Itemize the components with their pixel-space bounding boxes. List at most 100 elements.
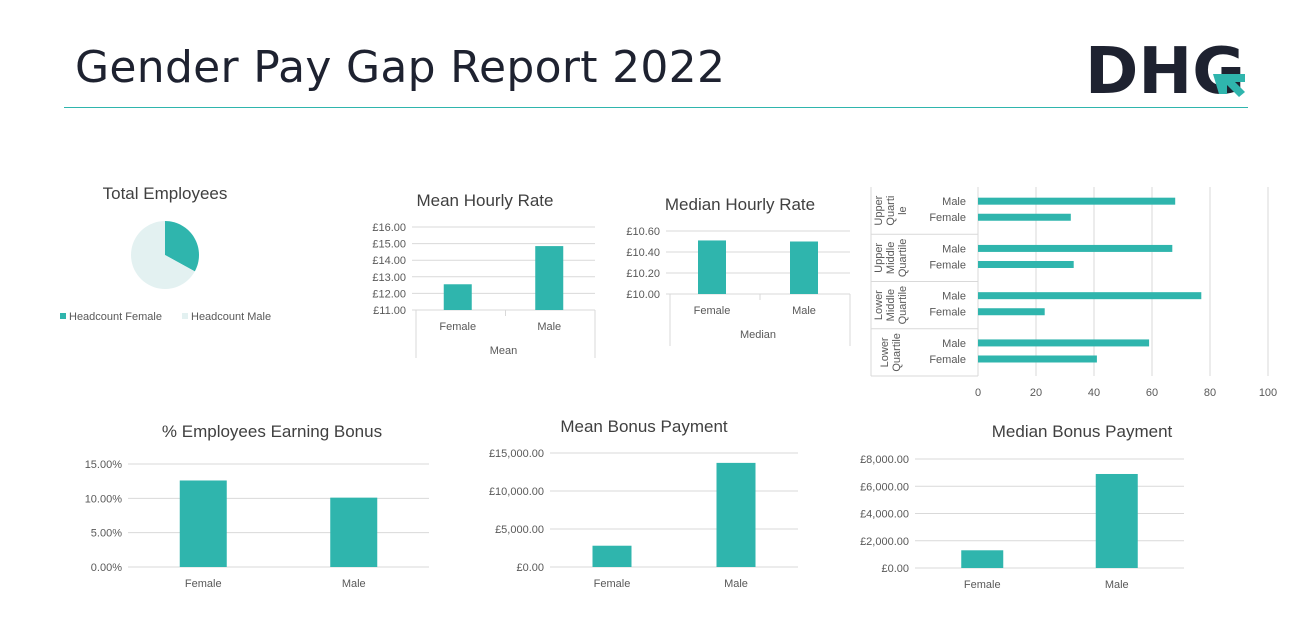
total-employees-chart: Total Employees Headcount Female Headcount… [60, 184, 271, 323]
quartile-label: Quartile [897, 286, 909, 325]
y-tick-label: £5,000.00 [495, 524, 544, 536]
svg-text:DHG: DHG [1085, 35, 1245, 109]
title-divider [64, 107, 1248, 108]
x-tick-label: Female [694, 305, 731, 317]
legend-swatch [182, 313, 188, 319]
y-tick-label: £2,000.00 [860, 536, 909, 548]
bar-female [698, 240, 726, 294]
y-tick-label: 15.00% [85, 459, 123, 471]
x-tick-label: Female [185, 578, 222, 590]
chart-title: % Employees Earning Bonus [162, 422, 382, 441]
pct-earning-bonus-chart: % Employees Earning Bonus 0.00% 5.00% 10.00… [85, 422, 429, 590]
quartile-label: Middle [885, 289, 897, 321]
x-tick-label: 40 [1088, 387, 1100, 399]
category-label: Male [942, 243, 966, 255]
bar-female [443, 284, 472, 310]
y-tick-label: £0.00 [516, 562, 544, 574]
y-tick-label: £10.40 [626, 247, 660, 259]
y-tick-label: £15,000.00 [489, 448, 544, 460]
x-tick-label: 0 [975, 387, 981, 399]
y-tick-label: £11.00 [373, 305, 406, 317]
y-tick-label: £0.00 [881, 563, 909, 575]
x-tick-label: Female [964, 579, 1001, 591]
bar-male [978, 292, 1202, 300]
y-tick-label: £10,000.00 [489, 486, 544, 498]
bar-male [790, 241, 818, 294]
y-tick-label: 0.00% [91, 562, 122, 574]
category-label: Male [942, 291, 966, 303]
quartile-label: Lower [879, 337, 891, 367]
category-label: Male [942, 196, 966, 208]
dhg-logo: DHG [1085, 35, 1245, 109]
quartile-label: Upper [873, 195, 885, 225]
x-tick-label: Female [594, 578, 631, 590]
mean-bonus-payment-chart: Mean Bonus Payment £0.00 £5,000.00 £10,000.… [489, 417, 798, 590]
y-tick-label: £10.00 [626, 289, 660, 301]
bar-female [978, 308, 1045, 316]
x-tick-label: 80 [1204, 387, 1216, 399]
bar-male [535, 246, 564, 310]
category-label: Female [929, 307, 966, 319]
y-tick-label: £4,000.00 [860, 509, 909, 521]
bar-male [978, 339, 1150, 347]
x-tick-label: Male [724, 578, 748, 590]
bar-female [978, 260, 1074, 268]
group-label: Mean [490, 345, 518, 357]
category-label: Female [929, 354, 966, 366]
x-tick-label: Male [537, 321, 561, 333]
chart-title: Mean Bonus Payment [560, 417, 728, 436]
bar-female [592, 545, 632, 567]
quartile-label: Lower [873, 290, 885, 320]
pie-slice-headcount-female [165, 221, 200, 272]
pie-slice-headcount-male [131, 221, 195, 289]
legend-swatch [60, 313, 66, 319]
x-tick-label: 20 [1030, 387, 1042, 399]
quartile-label: Quarti [885, 196, 897, 226]
category-label: Female [929, 259, 966, 271]
chart-title: Median Hourly Rate [665, 195, 815, 214]
x-tick-label: Male [1105, 579, 1129, 591]
group-label: Median [740, 329, 776, 341]
axis-box [669, 294, 851, 346]
axis-box [415, 310, 596, 358]
y-tick-label: £14.00 [372, 255, 406, 267]
x-tick-label: 100 [1259, 387, 1277, 399]
y-tick-label: £13.00 [372, 272, 406, 284]
bar-male [1095, 473, 1138, 568]
median-hourly-rate-chart: Median Hourly Rate £10.00 £10.20 £10.40 £10.… [626, 195, 851, 346]
y-tick-label: £10.20 [626, 268, 660, 280]
y-tick-label: £15.00 [372, 239, 406, 251]
chart-title: Mean Hourly Rate [416, 191, 553, 210]
y-tick-label: £8,000.00 [860, 454, 909, 466]
x-tick-label: 60 [1146, 387, 1158, 399]
legend-label: Headcount Female [69, 311, 162, 323]
chart-title: Median Bonus Payment [992, 422, 1173, 441]
legend-label: Headcount Male [191, 311, 271, 323]
median-bonus-payment-chart: Median Bonus Payment £0.00 £2,000.00 £4,000… [860, 422, 1184, 591]
page-title: Gender Pay Gap Report 2022 [75, 42, 726, 93]
bar-male [978, 197, 1176, 205]
bar-female [978, 355, 1097, 363]
x-tick-label: Male [792, 305, 816, 317]
y-tick-label: £10.60 [626, 226, 660, 238]
bar-female [961, 550, 1004, 568]
y-tick-label: £12.00 [372, 288, 406, 300]
bar-female [978, 213, 1071, 221]
x-tick-label: Female [439, 321, 476, 333]
bar-male [978, 244, 1173, 252]
bar-female [179, 480, 227, 567]
y-tick-label: £16.00 [372, 222, 406, 234]
quartile-label: Quartile [897, 239, 909, 278]
y-tick-label: 10.00% [85, 493, 123, 505]
quartile-label: Middle [885, 242, 897, 274]
x-tick-label: Male [342, 578, 366, 590]
bar-male [330, 497, 378, 567]
y-tick-label: 5.00% [91, 528, 122, 540]
chart-title: Total Employees [103, 184, 228, 203]
quartile-label: Quartile [891, 333, 903, 372]
mean-hourly-rate-chart: Mean Hourly Rate £11.00 £12.00 £13.00 £14.00… [372, 191, 596, 358]
quartile-label: le [897, 206, 909, 215]
bar-male [716, 462, 756, 567]
y-tick-label: £6,000.00 [860, 481, 909, 493]
